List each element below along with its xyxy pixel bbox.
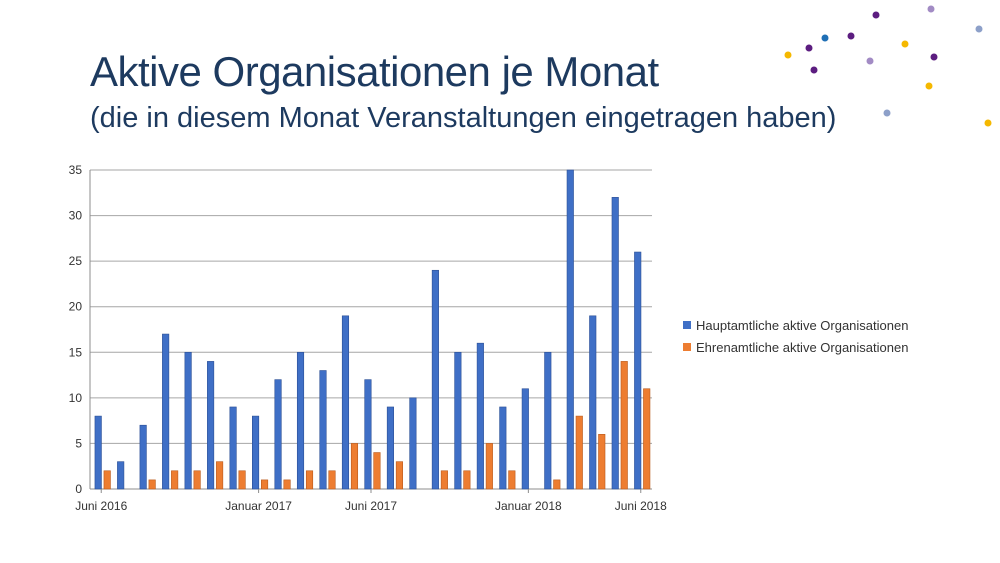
bar-ehrenamtliche <box>193 470 201 490</box>
bar-hauptamtliche <box>117 461 125 490</box>
bar-ehrenamtliche <box>553 479 561 490</box>
bar-ehrenamtliche <box>395 461 403 490</box>
y-tick-label: 5 <box>75 436 82 450</box>
y-tick-label: 35 <box>69 163 83 177</box>
page-title: Aktive Organisationen je Monat <box>90 48 659 95</box>
decorative-dot <box>784 51 792 59</box>
bar-hauptamtliche <box>364 379 372 490</box>
bar-ehrenamtliche <box>305 470 314 490</box>
decorative-dot <box>821 34 829 42</box>
bar-ehrenamtliche <box>283 479 291 490</box>
bar-ehrenamtliche <box>440 470 448 490</box>
legend-swatch-orange <box>683 343 691 351</box>
decorative-dot <box>847 32 855 40</box>
bar-ehrenamtliche <box>575 415 583 490</box>
page-subtitle: (die in diesem Monat Veranstaltungen ein… <box>90 102 837 134</box>
x-tick-label: Juni 2018 <box>615 499 667 513</box>
legend-label: Hauptamtliche aktive Organisationen <box>696 317 909 333</box>
bar-ehrenamtliche <box>598 434 606 490</box>
decorative-dot <box>883 109 891 117</box>
bar-hauptamtliche <box>341 315 350 490</box>
x-tick-label: Juni 2016 <box>75 499 127 513</box>
bar-ehrenamtliche <box>373 452 381 490</box>
legend-label: Ehrenamtliche aktive Organisationen <box>696 339 909 355</box>
bar-hauptamtliche <box>589 315 597 490</box>
bar-ehrenamtliche <box>620 361 628 490</box>
bar-hauptamtliche <box>162 333 170 490</box>
decorative-dot <box>975 25 983 33</box>
x-tick-label: Juni 2017 <box>345 499 397 513</box>
bar-hauptamtliche <box>611 197 619 490</box>
bar-ehrenamtliche <box>238 470 246 490</box>
bar-hauptamtliche <box>296 351 305 490</box>
bar-ehrenamtliche <box>508 470 516 490</box>
bar-hauptamtliche <box>386 406 394 490</box>
bar-hauptamtliche <box>319 370 327 490</box>
bar-hauptamtliche <box>476 342 484 490</box>
bar-hauptamtliche <box>634 251 642 490</box>
bar-ehrenamtliche <box>261 479 269 490</box>
x-tick-label: Januar 2017 <box>225 499 292 513</box>
bar-ehrenamtliche <box>643 388 651 490</box>
y-tick-label: 30 <box>69 209 83 223</box>
y-tick-label: 0 <box>75 482 82 496</box>
bar-hauptamtliche <box>566 169 574 490</box>
bar-hauptamtliche <box>274 379 282 490</box>
decorative-dot <box>901 40 909 48</box>
x-tick-label: Januar 2018 <box>495 499 562 513</box>
bar-ehrenamtliche <box>328 470 336 490</box>
decorative-dot <box>805 44 813 52</box>
y-tick-label: 10 <box>69 391 83 405</box>
bar-hauptamtliche <box>454 351 462 490</box>
bar-hauptamtliche <box>94 415 102 490</box>
bar-hauptamtliche <box>184 351 192 490</box>
bar-ehrenamtliche <box>350 443 359 490</box>
decorative-dot <box>925 82 933 90</box>
bar-ehrenamtliche <box>171 470 179 490</box>
bar-ehrenamtliche <box>103 470 111 490</box>
y-tick-label: 20 <box>69 300 83 314</box>
legend-item-hauptamtliche: Hauptamtliche aktive Organisationen <box>683 314 908 336</box>
bar-ehrenamtliche <box>463 470 471 490</box>
legend-swatch-blue <box>683 321 691 329</box>
bar-ehrenamtliche <box>148 479 156 490</box>
decorative-dot <box>872 11 880 19</box>
bar-hauptamtliche <box>521 388 529 490</box>
decorative-dot <box>984 119 992 127</box>
bar-hauptamtliche <box>252 415 260 490</box>
bar-hauptamtliche <box>409 397 417 490</box>
y-tick-label: 25 <box>69 254 83 268</box>
decorative-dot <box>930 53 938 61</box>
bar-hauptamtliche <box>207 361 215 490</box>
decorative-dot <box>866 57 874 65</box>
decorative-dot <box>810 66 818 74</box>
legend-item-ehrenamtliche: Ehrenamtliche aktive Organisationen <box>683 336 908 358</box>
decorative-dot <box>927 5 935 13</box>
bar-ehrenamtliche <box>216 461 224 490</box>
y-tick-label: 15 <box>69 345 83 359</box>
bar-ehrenamtliche <box>485 443 493 490</box>
bar-hauptamtliche <box>431 269 439 490</box>
chart-legend: Hauptamtliche aktive Organisationen Ehre… <box>683 314 908 358</box>
bar-hauptamtliche <box>499 406 507 490</box>
bar-hauptamtliche <box>229 406 237 490</box>
bar-hauptamtliche <box>139 424 147 490</box>
bar-hauptamtliche <box>544 351 552 490</box>
